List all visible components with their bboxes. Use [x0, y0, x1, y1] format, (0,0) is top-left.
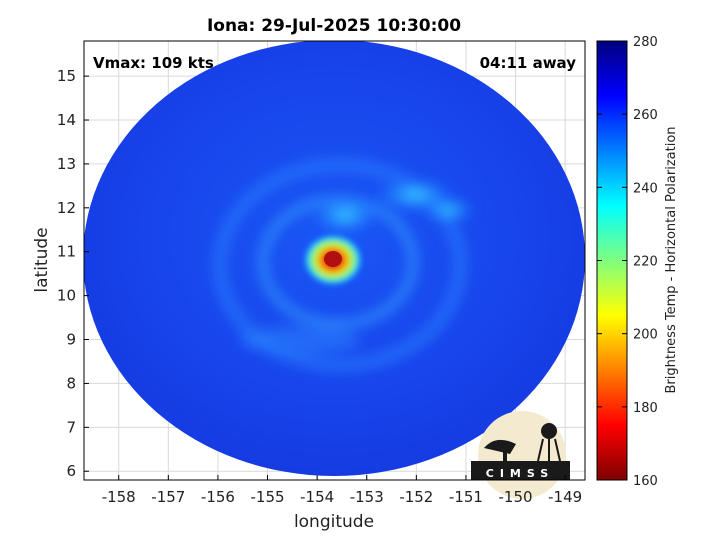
y-tick-label: 14: [57, 111, 76, 129]
time-away-annotation: 04:11 away: [480, 54, 577, 72]
x-tick-label: -150: [499, 488, 533, 506]
colorbar-tick-label: 260: [633, 108, 658, 123]
x-tick-label: -155: [251, 488, 285, 506]
y-tick-label: 6: [66, 462, 76, 480]
logo-tower-tank: [541, 423, 557, 439]
colorbar-tick-label: 240: [633, 181, 658, 196]
x-tick-label: -156: [201, 488, 235, 506]
y-tick-label: 15: [57, 67, 76, 85]
colorbar-tick-label: 220: [633, 255, 658, 270]
y-tick-label: 7: [66, 418, 76, 436]
x-tick-label: -152: [399, 488, 433, 506]
colorbar-tick-label: 180: [633, 401, 658, 416]
plot-area: Vmax: 109 kts 04:11 away CIMSS -158 -157-…: [57, 40, 586, 506]
colorbar-ticks: 160 180 200 220 240 260 280: [597, 35, 658, 489]
x-axis-label: longitude: [294, 512, 374, 532]
logo-dish-stand: [503, 447, 507, 461]
x-tick-label: -158: [102, 488, 136, 506]
chart-title: Iona: 29-Jul-2025 10:30:00: [207, 16, 461, 36]
y-tick-label: 9: [66, 331, 76, 349]
logo-dish-icon: [484, 439, 516, 454]
colorbar-label: Brightness Temp - Horizontal Polarizatio…: [664, 126, 679, 393]
rain-bands: [213, 158, 478, 372]
y-tick-label: 10: [57, 287, 76, 305]
band-north: [307, 195, 383, 235]
plot-frame: [83, 40, 586, 481]
y-tick-label: 11: [57, 243, 76, 261]
band-northeast-2: [418, 196, 478, 224]
y-tick-label: 12: [57, 199, 76, 217]
logo-text: CIMSS: [486, 467, 554, 480]
cimss-logo: CIMSS: [471, 411, 570, 499]
x-tick-label: -157: [151, 488, 185, 506]
brightness-temp-field: [84, 41, 585, 476]
x-tick-label: -149: [548, 488, 582, 506]
y-tick-label: 13: [57, 155, 76, 173]
logo-base: [471, 461, 570, 480]
x-tick-label: -154: [300, 488, 334, 506]
storm-eye-core: [324, 251, 342, 267]
y-tick-label: 8: [66, 374, 76, 392]
x-axis-ticks: -158 -157 -156 -155 -154 -153 -152 -151 -150 -149: [102, 475, 582, 506]
x-tick-label: -151: [449, 488, 483, 506]
vmax-annotation: Vmax: 109 kts: [93, 54, 214, 72]
band-south: [240, 326, 360, 354]
band-outer-ring: [213, 158, 467, 372]
colorbar-tick-label: 280: [633, 35, 658, 50]
colorbar-tick-label: 160: [633, 474, 658, 489]
x-tick-label: -153: [350, 488, 384, 506]
logo-tower-legs: [537, 438, 561, 462]
y-axis-label: latitude: [32, 227, 52, 292]
colorbar-tick-label: 200: [633, 328, 658, 343]
y-axis-ticks: 6 7 8 9 10 11 12 13 14 15: [57, 67, 89, 480]
colorbar: 160 180 200 220 240 260 280 Brightness Temp - …: [596, 35, 679, 489]
